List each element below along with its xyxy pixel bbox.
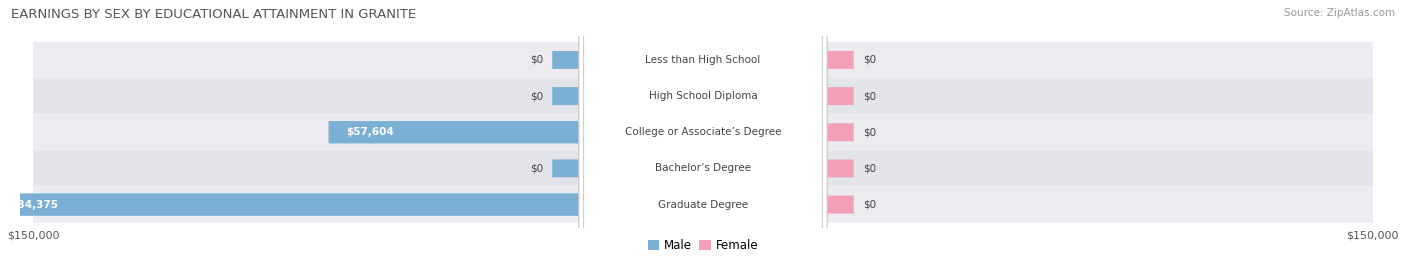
Text: College or Associate’s Degree: College or Associate’s Degree — [624, 127, 782, 137]
FancyBboxPatch shape — [553, 87, 586, 105]
FancyBboxPatch shape — [820, 87, 853, 105]
Text: EARNINGS BY SEX BY EDUCATIONAL ATTAINMENT IN GRANITE: EARNINGS BY SEX BY EDUCATIONAL ATTAINMEN… — [11, 8, 416, 21]
FancyBboxPatch shape — [579, 0, 827, 269]
Text: $0: $0 — [863, 91, 876, 101]
FancyBboxPatch shape — [0, 193, 586, 216]
Text: Less than High School: Less than High School — [645, 55, 761, 65]
FancyBboxPatch shape — [34, 186, 1372, 223]
Text: $0: $0 — [530, 55, 543, 65]
Text: $0: $0 — [530, 91, 543, 101]
FancyBboxPatch shape — [34, 114, 1372, 150]
Text: $0: $0 — [530, 163, 543, 174]
FancyBboxPatch shape — [820, 123, 853, 141]
Legend: Male, Female: Male, Female — [643, 234, 763, 257]
FancyBboxPatch shape — [579, 0, 827, 269]
FancyBboxPatch shape — [329, 121, 586, 143]
FancyBboxPatch shape — [34, 78, 1372, 114]
Text: $0: $0 — [863, 200, 876, 210]
FancyBboxPatch shape — [553, 51, 586, 69]
Text: $134,375: $134,375 — [4, 200, 59, 210]
Text: Graduate Degree: Graduate Degree — [658, 200, 748, 210]
FancyBboxPatch shape — [820, 51, 853, 69]
Text: $0: $0 — [863, 127, 876, 137]
FancyBboxPatch shape — [34, 150, 1372, 186]
FancyBboxPatch shape — [553, 160, 586, 177]
FancyBboxPatch shape — [579, 0, 827, 269]
Text: High School Diploma: High School Diploma — [648, 91, 758, 101]
FancyBboxPatch shape — [579, 0, 827, 269]
Text: $57,604: $57,604 — [346, 127, 394, 137]
FancyBboxPatch shape — [579, 0, 827, 269]
Text: Bachelor’s Degree: Bachelor’s Degree — [655, 163, 751, 174]
FancyBboxPatch shape — [820, 160, 853, 177]
FancyBboxPatch shape — [820, 196, 853, 214]
FancyBboxPatch shape — [34, 42, 1372, 78]
Text: $0: $0 — [863, 55, 876, 65]
Text: $0: $0 — [863, 163, 876, 174]
Text: Source: ZipAtlas.com: Source: ZipAtlas.com — [1284, 8, 1395, 18]
